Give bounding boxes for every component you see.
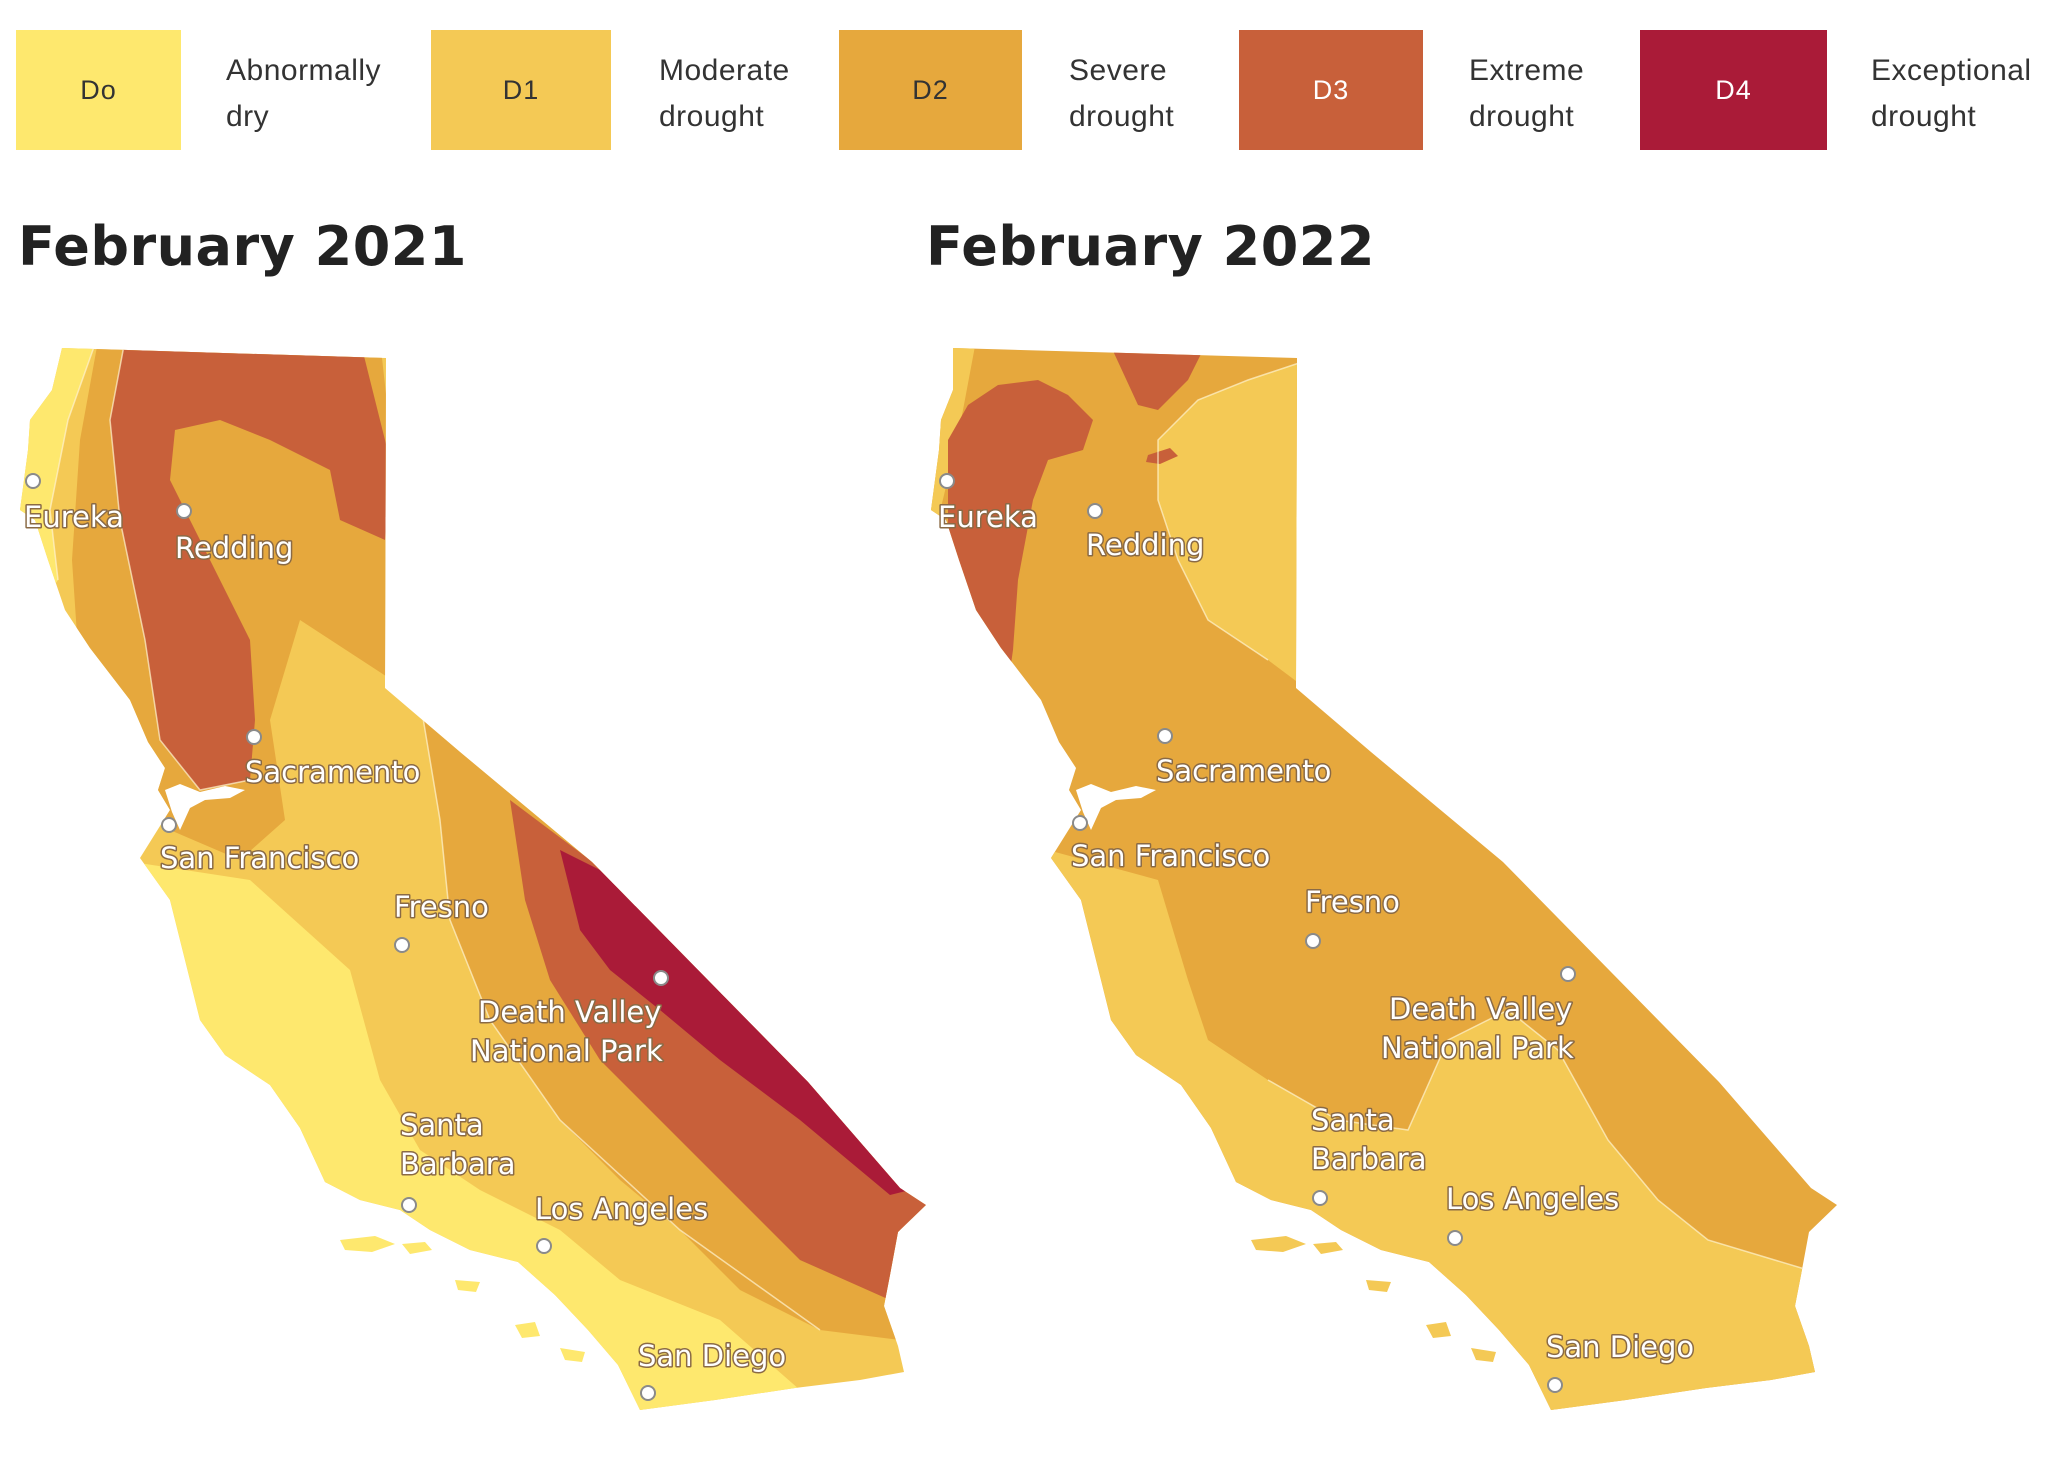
island bbox=[455, 1280, 480, 1292]
legend-swatch-d4: D4 bbox=[1640, 30, 1827, 150]
island bbox=[1366, 1280, 1391, 1292]
sf-bay-2022 bbox=[1076, 784, 1156, 830]
city-label-los-angeles: Los Angeles bbox=[535, 1192, 708, 1226]
city-label-san-francisco: San Francisco bbox=[1071, 839, 1270, 873]
city-dot-san-diego bbox=[1547, 1377, 1563, 1393]
city-dot-death-valley bbox=[1560, 966, 1576, 982]
region-d1-south bbox=[1048, 850, 1818, 1410]
legend-label-d4-line2: drought bbox=[1871, 100, 1977, 133]
city-dot-eureka bbox=[939, 473, 955, 489]
region-d1-northwest bbox=[931, 348, 978, 520]
city-label-death-valley-line1: Death Valley bbox=[1389, 992, 1572, 1026]
city-label-sacramento: Sacramento bbox=[1156, 754, 1331, 788]
city-labels-2022: Eureka Redding Sacramento San Francisco … bbox=[937, 499, 1696, 1366]
city-dot-redding bbox=[176, 503, 192, 519]
legend-label-d0: Abnormally dry bbox=[226, 48, 381, 140]
city-label-santa-barbara-line1: Santa bbox=[400, 1108, 484, 1142]
city-label-sacramento: Sacramento bbox=[245, 755, 420, 789]
city-label-eureka: Eureka bbox=[24, 500, 124, 534]
legend-label-d4: Exceptional drought bbox=[1871, 48, 2032, 140]
island bbox=[560, 1348, 585, 1362]
city-label-eureka: Eureka bbox=[938, 500, 1038, 534]
region-d4-owens bbox=[560, 850, 910, 1195]
legend-code-d0: Do bbox=[80, 74, 117, 105]
drought-regions-2022 bbox=[931, 348, 1837, 1410]
map-title-2022: February 2022 bbox=[926, 215, 1375, 278]
region-d1-northeast bbox=[1158, 360, 1308, 690]
legend-label-d3-line1: Extreme bbox=[1469, 54, 1585, 87]
map-title-2021: February 2021 bbox=[18, 215, 467, 278]
city-dot-los-angeles bbox=[536, 1238, 552, 1254]
drought-regions-2021 bbox=[20, 348, 926, 1410]
city-dot-redding bbox=[1087, 503, 1103, 519]
city-dot-fresno bbox=[1305, 933, 1321, 949]
city-dot-sacramento bbox=[1157, 728, 1173, 744]
region-d0-south-coast bbox=[120, 860, 800, 1410]
legend-swatch-d0: Do bbox=[16, 30, 181, 150]
california-map-2022: Eureka Redding Sacramento San Francisco … bbox=[931, 348, 1837, 1410]
legend-code-d1: D1 bbox=[502, 74, 540, 105]
island bbox=[1313, 1242, 1343, 1254]
city-label-death-valley-line2: National Park bbox=[470, 1034, 663, 1068]
city-labels-2021: Eureka Redding Sacramento San Francisco … bbox=[23, 499, 788, 1375]
legend-code-d4: D4 bbox=[1715, 74, 1752, 105]
island bbox=[515, 1322, 540, 1338]
city-dot-san-francisco bbox=[1072, 815, 1088, 831]
city-label-san-diego: San Diego bbox=[638, 1339, 786, 1373]
city-label-fresno: Fresno bbox=[394, 890, 489, 924]
sf-bay-2021 bbox=[165, 784, 245, 830]
legend-label-d2: Severe drought bbox=[1069, 48, 1174, 140]
city-dot-death-valley bbox=[653, 970, 669, 986]
city-dot-sacramento bbox=[246, 729, 262, 745]
drought-legend: Do Abnormally dry D1 Moderate drought D2 S… bbox=[16, 30, 2036, 150]
legend-label-d1-line2: drought bbox=[659, 100, 765, 133]
legend-swatch-d3: D3 bbox=[1239, 30, 1423, 150]
city-dot-los-angeles bbox=[1447, 1230, 1463, 1246]
city-markers-2022 bbox=[939, 473, 1576, 1393]
region-d3-north bbox=[110, 348, 390, 790]
city-label-san-francisco: San Francisco bbox=[160, 841, 359, 875]
legend-label-d0-line2: dry bbox=[226, 100, 270, 133]
city-label-death-valley-line1: Death Valley bbox=[478, 995, 661, 1029]
city-dot-fresno bbox=[394, 937, 410, 953]
island bbox=[1471, 1348, 1496, 1362]
city-label-santa-barbara-line2: Barbara bbox=[400, 1147, 515, 1181]
city-label-fresno: Fresno bbox=[1305, 885, 1400, 919]
legend-code-d3: D3 bbox=[1312, 74, 1350, 105]
city-label-death-valley-line2: National Park bbox=[1381, 1031, 1574, 1065]
city-label-los-angeles: Los Angeles bbox=[1446, 1182, 1619, 1216]
city-label-santa-barbara-line1: Santa bbox=[1311, 1103, 1395, 1137]
region-d3-north bbox=[1108, 348, 1208, 410]
city-dot-santa-barbara bbox=[1312, 1190, 1328, 1206]
city-label-redding: Redding bbox=[175, 531, 293, 565]
region-d3-small bbox=[1146, 448, 1178, 464]
legend-label-d0-line1: Abnormally bbox=[226, 54, 382, 87]
city-dot-san-francisco bbox=[161, 817, 177, 833]
channel-islands-2022 bbox=[1251, 1236, 1496, 1362]
legend-label-d2-line2: drought bbox=[1069, 100, 1175, 133]
legend-label-d3: Extreme drought bbox=[1469, 48, 1584, 140]
california-map-2021: Eureka Redding Sacramento San Francisco … bbox=[20, 348, 926, 1410]
city-label-santa-barbara-line2: Barbara bbox=[1311, 1142, 1426, 1176]
island bbox=[340, 1236, 395, 1252]
city-dot-eureka bbox=[25, 473, 41, 489]
legend-code-d2: D2 bbox=[912, 74, 949, 105]
island bbox=[402, 1242, 432, 1254]
legend-swatch-d2: D2 bbox=[839, 30, 1022, 150]
city-dot-santa-barbara bbox=[401, 1197, 417, 1213]
island bbox=[1251, 1236, 1306, 1252]
channel-islands-2021 bbox=[340, 1236, 585, 1362]
legend-label-d3-line2: drought bbox=[1469, 100, 1575, 133]
city-markers-2021 bbox=[25, 473, 669, 1401]
island bbox=[1426, 1322, 1451, 1338]
city-dot-san-diego bbox=[640, 1385, 656, 1401]
legend-label-d1: Moderate drought bbox=[659, 48, 790, 140]
legend-label-d1-line1: Moderate bbox=[659, 54, 790, 87]
legend-swatch-d1: D1 bbox=[431, 30, 611, 150]
legend-label-d2-line1: Severe bbox=[1069, 54, 1168, 87]
city-label-redding: Redding bbox=[1086, 528, 1204, 562]
legend-label-d4-line1: Exceptional bbox=[1871, 54, 2032, 87]
city-label-san-diego: San Diego bbox=[1546, 1330, 1694, 1364]
